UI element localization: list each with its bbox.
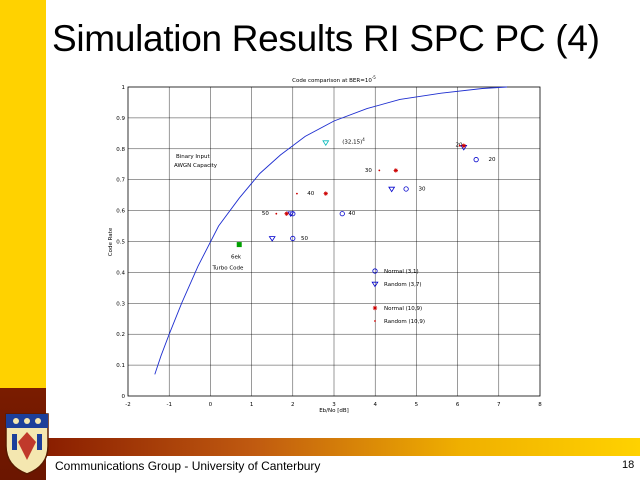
data-point xyxy=(339,211,345,217)
bottom-accent-bar xyxy=(46,438,640,456)
y-tick-label: 0.4 xyxy=(116,270,125,276)
y-tick-labels: 0 0.1 0.2 0.3 0.4 0.5 0.6 0.7 0.8 0.9 1 xyxy=(116,85,125,400)
x-tick-label: 6 xyxy=(456,402,460,408)
data-point xyxy=(296,192,298,195)
x-tick-label: 8 xyxy=(538,402,542,408)
point-annotation: 50 xyxy=(262,211,269,217)
data-point xyxy=(322,140,330,146)
legend-marker xyxy=(372,305,378,311)
legend-label: Normal (10,9) xyxy=(384,306,422,312)
data-point xyxy=(461,143,466,148)
y-tick-label: 0.5 xyxy=(116,240,125,246)
x-tick-label: 1 xyxy=(250,402,254,408)
legend-marker xyxy=(371,281,379,288)
point-annotation: 30 xyxy=(418,187,425,193)
data-point xyxy=(287,211,295,218)
y-axis-label: Code Rate xyxy=(108,227,114,256)
y-tick-label: 0.3 xyxy=(116,301,125,307)
y-tick-label: 0.9 xyxy=(116,116,125,122)
point-annotation: 40 xyxy=(348,211,355,217)
capacity-curve-label-line1: Binary Input xyxy=(176,154,211,160)
data-point xyxy=(284,211,289,216)
x-tick-label: -2 xyxy=(125,402,130,408)
data-point xyxy=(323,191,328,196)
y-tick-label: 0.1 xyxy=(116,363,125,369)
plot-area-frame xyxy=(127,86,541,397)
data-point xyxy=(268,236,276,242)
y-tick-label: 0.8 xyxy=(116,147,125,153)
point-annotation: 40 xyxy=(307,191,314,197)
x-tick-label: 4 xyxy=(373,402,377,408)
y-tick-label: 0.6 xyxy=(116,209,125,215)
chart-marks xyxy=(236,140,479,248)
y-tick-label: 0.2 xyxy=(116,332,125,338)
y-tick-label: 1 xyxy=(122,85,126,91)
slide-title: Simulation Results RI SPC PC (4) xyxy=(52,18,600,59)
chart-grid xyxy=(128,87,540,396)
legend-label: Normal (3,1) xyxy=(384,269,419,275)
point-annotation: 30 xyxy=(365,168,372,174)
data-point xyxy=(290,235,296,242)
data-point xyxy=(236,242,242,248)
x-tick-label: 2 xyxy=(291,402,295,408)
x-tick-label: 0 xyxy=(209,402,213,408)
data-point xyxy=(388,186,396,193)
x-tick-label: 7 xyxy=(497,402,501,408)
data-point xyxy=(473,157,479,163)
data-point xyxy=(275,212,278,215)
data-point xyxy=(403,186,409,192)
x-tick-label: -1 xyxy=(166,402,171,408)
x-tick-labels: -2 -1 0 1 2 3 4 5 6 7 8 xyxy=(125,402,542,408)
university-crest-logo xyxy=(5,413,49,475)
chart-title-text: Code comparison at BER=10 xyxy=(292,78,372,84)
chart-title-superscript: -5 xyxy=(372,75,376,80)
data-point xyxy=(378,169,381,172)
point-annotation: 50 xyxy=(301,236,308,242)
legend-label: Random (3,7) xyxy=(384,282,422,288)
point-annotation: Turbo Code xyxy=(211,265,244,271)
y-tick-label: 0.7 xyxy=(116,178,125,184)
chart: Code comparison at BER=10-5 -2 -1 0 1 2 3 4 5 6 7… xyxy=(108,75,542,414)
legend-marker xyxy=(374,320,376,322)
capacity-curve-label-line2: AWGN Capacity xyxy=(174,163,218,169)
point-annotation: (32,15)4 xyxy=(342,137,365,146)
chart-legend: Normal (3,1) Random (3,7) Normal (10,9) Ran… xyxy=(371,268,425,325)
legend-marker xyxy=(372,268,378,274)
legend-label: Random (10,9) xyxy=(384,319,425,325)
point-annotation: 6ek xyxy=(231,254,242,260)
capacity-curve xyxy=(154,86,508,375)
y-tick-label: 0 xyxy=(122,394,126,400)
chart-annotations: (32,15)420203030404050506ekTurbo Code xyxy=(211,137,496,271)
footer-text: Communications Group - University of Can… xyxy=(55,459,321,473)
chart-title: Code comparison at BER=10-5 xyxy=(292,75,376,84)
x-axis-label: Eb/No [dB] xyxy=(319,408,349,414)
point-annotation: 20 xyxy=(489,157,496,163)
x-tick-label: 5 xyxy=(415,402,419,408)
x-tick-label: 3 xyxy=(332,402,336,408)
data-point xyxy=(393,168,398,173)
data-point xyxy=(458,144,461,147)
page-number: 18 xyxy=(622,459,635,471)
left-accent-bar xyxy=(0,0,46,400)
